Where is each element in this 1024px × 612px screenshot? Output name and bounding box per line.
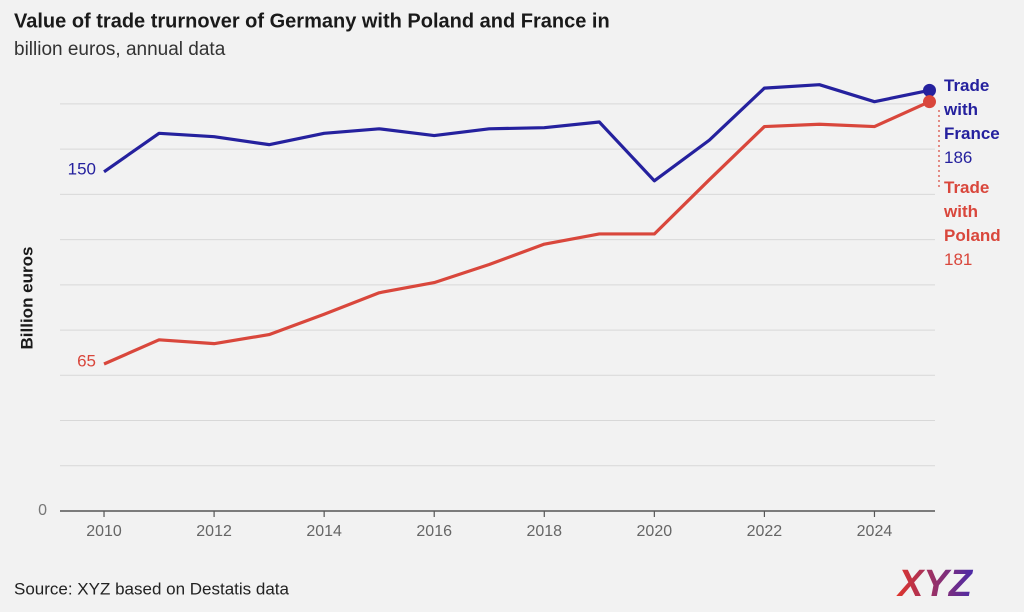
x-tick-label: 2020 bbox=[637, 523, 673, 540]
end-label: Trade with France 186 bbox=[944, 74, 1022, 170]
end-label: Trade with Poland 181 bbox=[944, 176, 1022, 272]
end-value-label: 186 bbox=[944, 148, 973, 167]
end-marker bbox=[922, 95, 936, 109]
x-tick-label: 2022 bbox=[747, 523, 783, 540]
chart-title: Value of trade trurnover of Germany with… bbox=[14, 10, 610, 32]
x-tick-label: 2010 bbox=[86, 523, 122, 540]
legend-label: Trade with Poland bbox=[944, 178, 1001, 245]
x-tick-label: 2012 bbox=[196, 523, 232, 540]
logo: XYZ bbox=[896, 563, 974, 605]
end-value-label: 181 bbox=[944, 250, 973, 269]
series-line bbox=[103, 83, 930, 183]
end-marker bbox=[922, 83, 936, 97]
y-tick-label: 0 bbox=[38, 502, 47, 519]
x-tick-label: 2024 bbox=[857, 523, 893, 540]
y-axis-label: Billion euros bbox=[17, 247, 36, 350]
x-tick-label: 2016 bbox=[416, 523, 452, 540]
x-tick-label: 2014 bbox=[306, 523, 342, 540]
chart-subtitle: billion euros, annual data bbox=[14, 39, 226, 60]
source: Source: XYZ based on Destatis data bbox=[14, 579, 290, 598]
legend-label: Trade with France bbox=[944, 76, 1000, 143]
series-line bbox=[103, 100, 931, 366]
x-tick-label: 2018 bbox=[526, 523, 562, 540]
start-label: 65 bbox=[77, 351, 96, 370]
start-label: 150 bbox=[68, 159, 96, 178]
